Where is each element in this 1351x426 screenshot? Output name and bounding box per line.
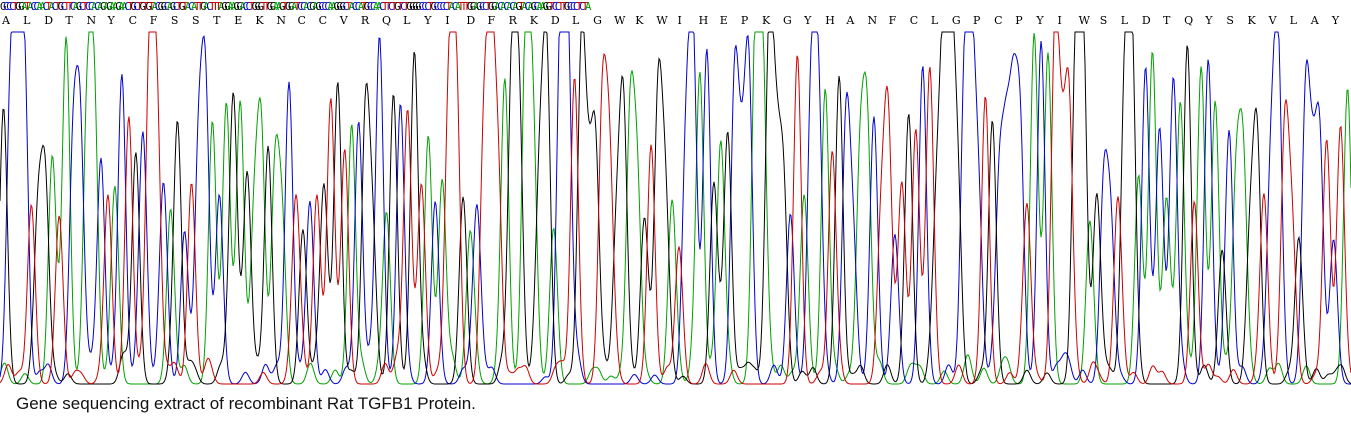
amino-acid-letter: K (1247, 14, 1256, 27)
chromatogram-traces (0, 31, 1351, 385)
amino-acid-letter: P (740, 14, 749, 27)
base-call-letter: A (585, 1, 591, 13)
amino-acid-letter: I (445, 14, 450, 27)
amino-acid-letter: L (1289, 14, 1297, 27)
amino-acid-letter: G (593, 14, 602, 27)
amino-acid-letter: Q (1184, 14, 1194, 27)
trace-c (0, 31, 1351, 385)
amino-acid-letter: Y (804, 14, 812, 27)
amino-acid-letter: D (1141, 14, 1151, 27)
figure-caption: Gene sequencing extract of recombinant R… (16, 394, 476, 413)
amino-acid-letter: V (1268, 14, 1277, 27)
amino-acid-letter: K (761, 14, 771, 27)
amino-acid-letter: D (44, 14, 54, 27)
trace-a (0, 31, 1351, 385)
amino-acid-letter: Y (424, 14, 432, 27)
amino-acid-letter: V (339, 14, 348, 27)
amino-acid-letter: I (1057, 14, 1062, 27)
amino-acid-letter: F (888, 14, 897, 27)
amino-acid-letter: W (656, 14, 668, 27)
amino-acid-letter: S (1226, 14, 1234, 27)
amino-acid-letter: K (255, 14, 264, 27)
amino-acid-letter: E (234, 14, 243, 27)
amino-acid-letter: Y (1331, 14, 1340, 27)
amino-acid-letter: S (170, 14, 179, 27)
amino-acid-letter: C (318, 14, 328, 27)
amino-acid-letter: C (297, 14, 306, 27)
amino-acid-letter: C (994, 14, 1003, 27)
amino-acid-letter: T (1163, 14, 1171, 27)
amino-acid-letter: A (846, 14, 855, 27)
amino-acid-letter: P (973, 14, 981, 27)
trace-g (0, 31, 1351, 385)
amino-acid-letter: C (909, 14, 919, 27)
amino-acid-letter: K (529, 14, 538, 27)
amino-acid-letter: N (867, 14, 878, 27)
amino-acid-letter: L (571, 14, 580, 27)
amino-acid-letter: N (276, 14, 287, 27)
amino-acid-letter: G (951, 14, 961, 27)
amino-acid-letter: Y (1205, 14, 1213, 27)
amino-acid-letter: W (1078, 14, 1090, 27)
amino-acid-letter: R (360, 14, 370, 27)
amino-acid-letter: N (86, 14, 97, 27)
amino-acid-letter: L (930, 14, 939, 27)
amino-acid-letter: P (1015, 14, 1023, 27)
amino-acid-letter: A (1310, 14, 1319, 27)
amino-acid-letter: L (403, 14, 411, 27)
amino-acid-letter: F (149, 14, 158, 27)
amino-acid-letter: A (2, 14, 10, 27)
amino-acid-letter: L (1120, 14, 1129, 27)
base-sequence-readout: GCCCTGGATACCAACTACTGCTTCAGCTCCACAGAGAAGA… (0, 0, 1351, 14)
amino-acid-letter: H (825, 14, 835, 27)
amino-acid-letter: G (783, 14, 792, 27)
amino-acid-letter: Q (381, 14, 391, 27)
amino-acid-letter: S (191, 14, 200, 27)
amino-acid-letter: I (677, 14, 682, 27)
amino-acid-letter: R (508, 14, 517, 27)
amino-acid-letter: S (1099, 14, 1108, 27)
amino-acid-letter: F (487, 14, 496, 27)
amino-acid-letter: Y (1036, 14, 1044, 27)
amino-acid-letter: W (614, 14, 626, 27)
amino-acid-letter: L (23, 14, 31, 27)
amino-acid-letter: D (466, 14, 476, 27)
amino-acid-letter: C (128, 14, 138, 27)
amino-acid-letter: T (213, 14, 221, 27)
amino-acid-letter: E (719, 14, 728, 27)
trace-t (0, 31, 1351, 385)
amino-acid-letter: Y (107, 14, 115, 27)
amino-acid-letter: H (698, 14, 709, 27)
amino-acid-letter: D (550, 14, 560, 27)
amino-acid-letter: T (65, 14, 73, 27)
amino-acid-letter: K (635, 14, 644, 27)
